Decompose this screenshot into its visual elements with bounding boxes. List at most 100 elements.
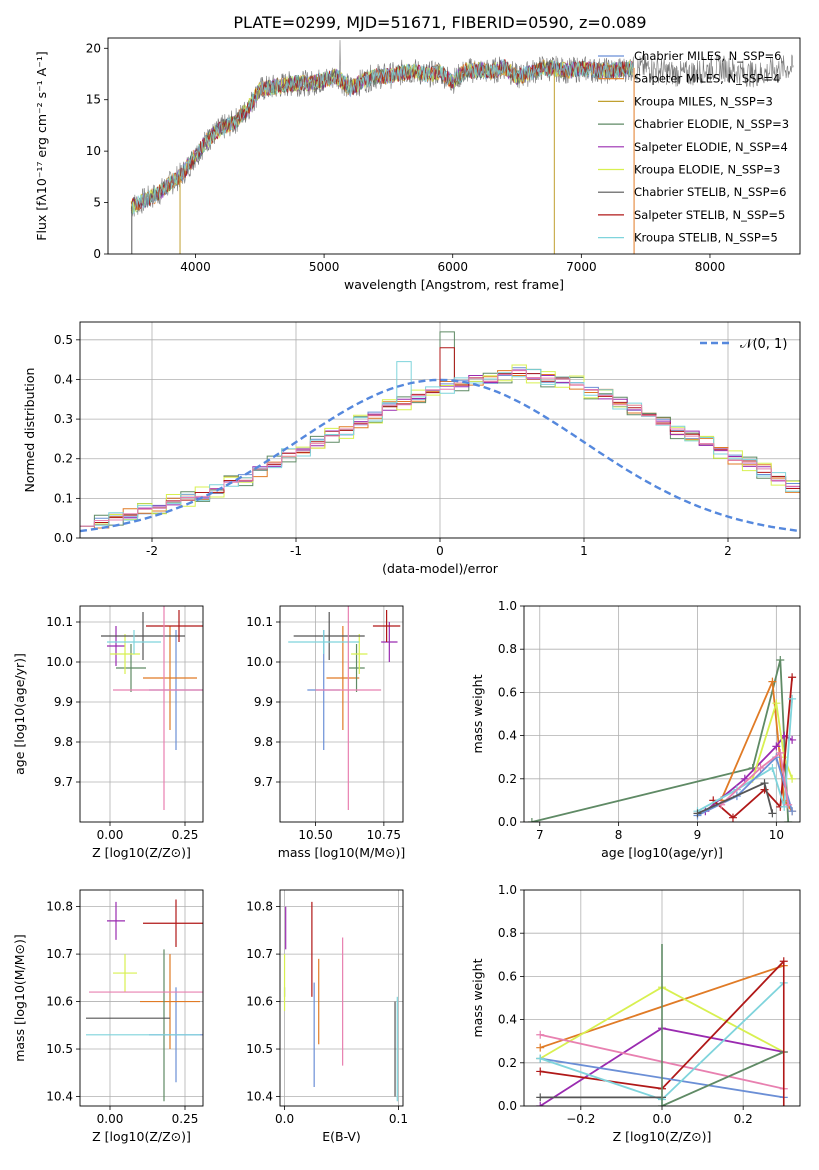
y-tick-label: 0.8: [498, 926, 517, 940]
x-tick-label: 0.00: [97, 828, 124, 842]
y-tick-label: 0.5: [54, 333, 73, 347]
x-tick-label: 10.50: [298, 828, 332, 842]
y-tick-label: 0.3: [54, 412, 73, 426]
y-tick-label: 0.0: [54, 531, 73, 545]
age-vs-metallicity-axes: 0.00 0.25 9.7 9.8 9.9 10.0 10.1 Z [log10(Z/Z⊙)]…: [12, 605, 204, 860]
legend-label: Chabrier MILES, N_SSP=6: [634, 49, 781, 63]
x-tick-label: 0.2: [734, 1112, 753, 1126]
y-tick-label: 10.8: [246, 900, 273, 914]
x-tick-label: 1: [580, 544, 588, 558]
axes-frame: [279, 889, 404, 1107]
mass-weight-line: [531, 659, 790, 822]
legend-label: Kroupa MILES, N_SSP=3: [634, 94, 773, 108]
mass-weight-marker: [772, 699, 781, 708]
mass-weight-marker: [756, 764, 765, 772]
y-tick-label: 10.6: [246, 995, 273, 1009]
mass-weight-marker: [768, 764, 777, 772]
y-tick-label: 15: [86, 93, 101, 107]
residual-histogram-step: [80, 361, 800, 527]
x-tick-label: 0.0: [652, 1112, 671, 1126]
y-tick-label: 10.1: [46, 615, 73, 629]
x-tick-label: 0.00: [97, 1112, 124, 1126]
legend-label: Salpeter STELIB, N_SSP=5: [634, 208, 785, 222]
y-tick-label: 10.4: [46, 1090, 73, 1104]
mass-weight-marker: [536, 1093, 545, 1102]
error-bar-point: [146, 610, 203, 642]
y-tick-label: 0.2: [54, 452, 73, 466]
x-axis-label: (data-model)/error: [382, 561, 499, 576]
mass-weight-marker: [536, 1043, 545, 1052]
y-tick-label: 9.7: [254, 775, 273, 789]
mass-weight-line: [751, 702, 793, 780]
error-bar-point: [348, 644, 365, 692]
x-tick-label: 8000: [695, 260, 726, 274]
mass-weight-marker: [536, 1054, 545, 1063]
error-bar-point: [140, 954, 200, 1050]
y-axis-label: Normed distribution: [22, 368, 37, 493]
y-tick-label: 1.0: [498, 599, 517, 613]
y-tick-label: 0.4: [498, 1013, 517, 1027]
plot-area: [80, 606, 203, 822]
x-axis-label: Z [log10(Z/Z⊙)]: [92, 845, 191, 860]
axes-frame: [79, 321, 801, 539]
error-bar-point: [113, 954, 137, 993]
mass-weight-line: [661, 1051, 785, 1106]
y-tick-label: 0.4: [498, 729, 517, 743]
mass-weight-marker: [788, 807, 797, 816]
axes-frame: [79, 605, 204, 823]
mass-weight-marker: [728, 813, 737, 822]
x-tick-label: 7: [536, 828, 544, 842]
error-bar-point: [381, 622, 398, 662]
y-tick-label: 9.8: [254, 735, 273, 749]
x-tick-label: 10: [769, 828, 784, 842]
x-tick-label: 0.25: [172, 1112, 199, 1126]
error-bar-point: [107, 630, 161, 654]
y-tick-label: 0: [93, 247, 101, 261]
x-tick-label: 9: [694, 828, 702, 842]
model-spectrum-line: [130, 58, 634, 215]
mass-weight-marker: [784, 800, 793, 809]
x-tick-label: 8: [615, 828, 623, 842]
mass-vs-extinction-axes: 0.0 0.1 10.4 10.5 10.6 10.7 10.8 E(B-V): [246, 889, 408, 1144]
mass-weight-marker: [693, 809, 702, 818]
y-tick-label: 9.7: [54, 775, 73, 789]
y-tick-label: 0.4: [54, 372, 73, 386]
error-bar-point: [110, 634, 140, 674]
legend-label: Chabrier ELODIE, N_SSP=3: [634, 117, 789, 131]
x-tick-label: 6000: [437, 260, 468, 274]
mass-weight-marker: [788, 774, 797, 783]
y-tick-label: 10.7: [246, 947, 273, 961]
y-tick-label: 9.8: [54, 735, 73, 749]
y-tick-label: 10.6: [46, 995, 73, 1009]
axes-frame: [523, 605, 801, 823]
mass-weight-marker: [536, 1030, 545, 1039]
x-tick-label: 0.0: [275, 1112, 294, 1126]
normal-distribution-curve: [80, 378, 800, 533]
plot-area: [80, 322, 800, 538]
legend: Chabrier MILES, N_SSP=6 Salpeter MILES, N…: [598, 49, 789, 245]
mass-vs-metallicity-axes: 0.00 0.25 10.4 10.5 10.6 10.7 10.8 Z [log10(Z/Z…: [12, 889, 204, 1144]
y-tick-label: 10.0: [46, 655, 73, 669]
error-bar-point: [107, 901, 125, 940]
x-axis-label: Z [log10(Z/Z⊙)]: [92, 1129, 191, 1144]
error-bar-point: [293, 612, 365, 660]
y-tick-label: 0.8: [498, 642, 517, 656]
y-tick-label: 1.0: [498, 883, 517, 897]
error-bar-point: [116, 644, 146, 692]
x-tick-label: 0: [436, 544, 444, 558]
y-tick-label: 0.0: [498, 815, 517, 829]
x-tick-label: 0.25: [172, 828, 199, 842]
error-bar-point: [143, 899, 203, 947]
y-tick-label: 0.2: [498, 772, 517, 786]
y-axis-label: age [log10(age/yr)]: [12, 653, 27, 775]
plot-area: [80, 890, 203, 1106]
x-tick-label: 2: [724, 544, 732, 558]
y-tick-label: 10.5: [46, 1042, 73, 1056]
legend-label: Kroupa ELODIE, N_SSP=3: [634, 163, 780, 177]
y-tick-label: 0.6: [498, 685, 517, 699]
mass-weight-marker: [536, 1067, 545, 1076]
model-spectrum-line: [130, 58, 634, 211]
residual-histogram-step: [80, 347, 800, 527]
legend-label: Kroupa STELIB, N_SSP=5: [634, 231, 778, 245]
